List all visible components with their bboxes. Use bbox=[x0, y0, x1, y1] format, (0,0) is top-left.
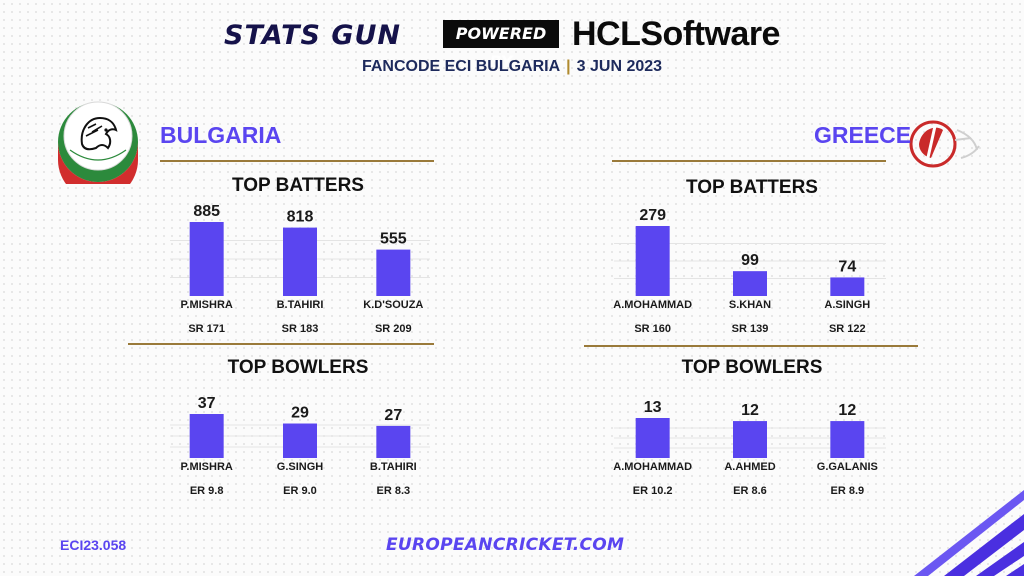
bar-value-label: 279 bbox=[639, 207, 666, 224]
rate-label: SR 160 bbox=[634, 323, 671, 335]
player-name-label: P.MISHRA bbox=[180, 299, 232, 311]
bar bbox=[635, 226, 670, 296]
rate-label: ER 10.2 bbox=[633, 485, 673, 497]
bar bbox=[283, 423, 317, 458]
player-name-label: B.TAHIRI bbox=[370, 461, 417, 473]
hcl-software-logo: HCLSoftware bbox=[572, 15, 780, 53]
rate-label: SR 171 bbox=[188, 323, 225, 335]
rate-label: ER 9.0 bbox=[283, 485, 317, 497]
player-name-label: A.SINGH bbox=[824, 299, 870, 311]
divider-bulgaria-top bbox=[160, 160, 434, 162]
chart-greece-batters: 279 A.MOHAMMAD SR 160 99 S.KHAN SR 139 74 A.SIN… bbox=[613, 207, 886, 335]
chart-bulgaria-bowlers: 37 P.MISHRA ER 9.8 29 G.SINGH ER 9.0 27 B.TAHIR… bbox=[170, 395, 430, 497]
rate-label: SR 122 bbox=[829, 323, 866, 335]
player-name-label: S.KHAN bbox=[729, 299, 771, 311]
powered-by-badge: POWERED BY bbox=[443, 20, 559, 71]
chart-bulgaria-batters: 885 P.MISHRA SR 171 818 B.TAHIRI SR 183 555 K.D… bbox=[170, 203, 430, 335]
divider-greece-top bbox=[612, 160, 886, 162]
bar-value-label: 12 bbox=[838, 402, 856, 419]
bar bbox=[376, 425, 411, 458]
bar-value-label: 27 bbox=[384, 407, 402, 424]
player-name-label: G.SINGH bbox=[277, 461, 324, 473]
website-link[interactable]: EUROPEANCRICKET.COM bbox=[386, 535, 625, 555]
player-name-label: A.MOHAMMAD bbox=[613, 299, 692, 311]
player-name-label: A.MOHAMMAD bbox=[613, 461, 692, 473]
bar bbox=[733, 421, 767, 458]
rate-label: SR 139 bbox=[732, 323, 769, 335]
rate-label: SR 209 bbox=[375, 323, 412, 335]
divider-bulgaria-mid bbox=[128, 343, 434, 345]
graphic-code: ECI23.058 bbox=[60, 537, 127, 553]
team-name-greece: GREECE bbox=[814, 122, 912, 148]
rate-label: ER 8.6 bbox=[733, 485, 767, 497]
bar-value-label: 29 bbox=[291, 405, 309, 422]
bar-value-label: 555 bbox=[380, 231, 407, 248]
corner-stripes-decoration bbox=[914, 490, 1024, 576]
bar-value-label: 12 bbox=[741, 402, 759, 419]
section-title-bulgaria-bowlers: TOP BOWLERS bbox=[227, 357, 369, 378]
bar bbox=[189, 222, 224, 296]
bar bbox=[830, 421, 865, 458]
player-name-label: G.GALANIS bbox=[817, 461, 878, 473]
rate-label: SR 183 bbox=[282, 323, 319, 335]
team-name-bulgaria: BULGARIA bbox=[160, 122, 282, 148]
rate-label: ER 9.8 bbox=[190, 485, 224, 497]
bar-value-label: 99 bbox=[741, 252, 759, 269]
section-title-bulgaria-batters: TOP BATTERS bbox=[232, 175, 364, 196]
bar bbox=[733, 271, 767, 296]
player-name-label: A.AHMED bbox=[724, 461, 775, 473]
section-title-greece-batters: TOP BATTERS bbox=[686, 177, 818, 198]
bar-value-label: 13 bbox=[644, 399, 662, 416]
bar bbox=[189, 414, 224, 458]
bar-value-label: 885 bbox=[193, 203, 220, 220]
bar-value-label: 74 bbox=[838, 258, 856, 275]
match-subtitle: FANCODE ECI BULGARIA | 3 JUN 2023 bbox=[0, 58, 1024, 76]
bar bbox=[635, 418, 670, 458]
player-name-label: P.MISHRA bbox=[180, 461, 232, 473]
section-title-greece-bowlers: TOP BOWLERS bbox=[681, 357, 823, 378]
greece-cricket-logo-icon bbox=[909, 120, 980, 168]
bar bbox=[376, 249, 411, 296]
bar-value-label: 37 bbox=[198, 395, 216, 412]
rate-label: ER 8.3 bbox=[377, 485, 411, 497]
rate-label: ER 8.9 bbox=[831, 485, 865, 497]
chart-greece-bowlers: 13 A.MOHAMMAD ER 10.2 12 A.AHMED ER 8.6 12 G.GA… bbox=[613, 399, 886, 497]
header-brand: STATS GUN POWERED BY HCLSoftware bbox=[0, 14, 1024, 71]
subtitle-separator: | bbox=[566, 58, 571, 75]
match-date: 3 JUN 2023 bbox=[576, 58, 663, 75]
player-name-label: B.TAHIRI bbox=[277, 299, 324, 311]
event-name: FANCODE ECI BULGARIA bbox=[361, 58, 561, 75]
stats-gun-logo: STATS GUN bbox=[224, 20, 402, 51]
player-name-label: K.D'SOUZA bbox=[363, 299, 423, 311]
bar-value-label: 818 bbox=[287, 209, 314, 226]
bar bbox=[283, 227, 317, 296]
bar bbox=[830, 277, 865, 296]
bulgarian-cricket-federation-logo-icon bbox=[58, 101, 138, 184]
divider-greece-mid bbox=[584, 345, 918, 347]
